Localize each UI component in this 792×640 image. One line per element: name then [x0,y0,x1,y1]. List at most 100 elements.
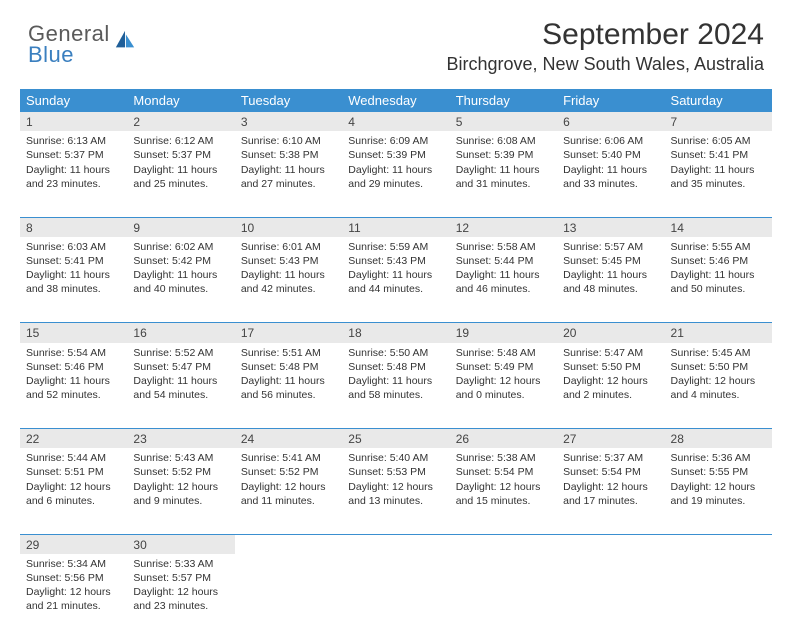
day-number: 29 [20,534,127,554]
sunrise-line: Sunrise: 6:06 AM [563,134,658,148]
sunrise-line: Sunrise: 5:37 AM [563,451,658,465]
sunrise-line: Sunrise: 5:40 AM [348,451,443,465]
day-number: 1 [20,112,127,131]
week-row: Sunrise: 6:03 AMSunset: 5:41 PMDaylight:… [20,237,772,323]
day-cell: Sunrise: 5:57 AMSunset: 5:45 PMDaylight:… [557,237,664,323]
day-cell: Sunrise: 5:45 AMSunset: 5:50 PMDaylight:… [665,343,772,429]
sunset-line: Sunset: 5:49 PM [456,360,551,374]
sunset-line: Sunset: 5:55 PM [671,465,766,479]
sunrise-line: Sunrise: 5:52 AM [133,346,228,360]
daylight-line: Daylight: 11 hours and 46 minutes. [456,268,551,296]
day-cell: Sunrise: 6:08 AMSunset: 5:39 PMDaylight:… [450,131,557,217]
sunrise-line: Sunrise: 5:44 AM [26,451,121,465]
day-cell: Sunrise: 6:06 AMSunset: 5:40 PMDaylight:… [557,131,664,217]
day-number: 25 [342,429,449,449]
day-cell: Sunrise: 5:50 AMSunset: 5:48 PMDaylight:… [342,343,449,429]
daylight-line: Daylight: 11 hours and 54 minutes. [133,374,228,402]
day-number: 16 [127,323,234,343]
daylight-line: Daylight: 11 hours and 52 minutes. [26,374,121,402]
daylight-line: Daylight: 12 hours and 0 minutes. [456,374,551,402]
sunset-line: Sunset: 5:56 PM [26,571,121,585]
day-number-row: 2930 [20,534,772,554]
sunset-line: Sunset: 5:37 PM [133,148,228,162]
sunrise-line: Sunrise: 5:59 AM [348,240,443,254]
sunset-line: Sunset: 5:38 PM [241,148,336,162]
day-number: 8 [20,217,127,237]
sunset-line: Sunset: 5:43 PM [348,254,443,268]
sunset-line: Sunset: 5:37 PM [26,148,121,162]
daylight-line: Daylight: 12 hours and 23 minutes. [133,585,228,613]
day-cell [342,554,449,640]
week-row: Sunrise: 6:13 AMSunset: 5:37 PMDaylight:… [20,131,772,217]
location-subtitle: Birchgrove, New South Wales, Australia [447,54,764,75]
daylight-line: Daylight: 12 hours and 21 minutes. [26,585,121,613]
day-number: 7 [665,112,772,131]
day-number [557,534,664,554]
sunrise-line: Sunrise: 6:08 AM [456,134,551,148]
sunset-line: Sunset: 5:48 PM [348,360,443,374]
day-number: 11 [342,217,449,237]
day-number-row: 22232425262728 [20,429,772,449]
day-number: 30 [127,534,234,554]
sunrise-line: Sunrise: 5:47 AM [563,346,658,360]
daylight-line: Daylight: 11 hours and 38 minutes. [26,268,121,296]
calendar-table: SundayMondayTuesdayWednesdayThursdayFrid… [20,89,772,640]
day-cell: Sunrise: 6:09 AMSunset: 5:39 PMDaylight:… [342,131,449,217]
sunrise-line: Sunrise: 6:13 AM [26,134,121,148]
sunrise-line: Sunrise: 6:10 AM [241,134,336,148]
day-cell [235,554,342,640]
sunset-line: Sunset: 5:50 PM [563,360,658,374]
sunrise-line: Sunrise: 6:01 AM [241,240,336,254]
daylight-line: Daylight: 11 hours and 48 minutes. [563,268,658,296]
sunset-line: Sunset: 5:46 PM [26,360,121,374]
day-cell: Sunrise: 6:05 AMSunset: 5:41 PMDaylight:… [665,131,772,217]
day-number: 5 [450,112,557,131]
brand-logo: General Blue [28,18,136,66]
day-cell: Sunrise: 5:58 AMSunset: 5:44 PMDaylight:… [450,237,557,323]
day-number: 26 [450,429,557,449]
sunset-line: Sunset: 5:45 PM [563,254,658,268]
day-cell: Sunrise: 6:10 AMSunset: 5:38 PMDaylight:… [235,131,342,217]
sunrise-line: Sunrise: 5:54 AM [26,346,121,360]
sunset-line: Sunset: 5:53 PM [348,465,443,479]
day-cell [557,554,664,640]
sunrise-line: Sunrise: 6:03 AM [26,240,121,254]
sunrise-line: Sunrise: 5:50 AM [348,346,443,360]
day-number: 21 [665,323,772,343]
daylight-line: Daylight: 12 hours and 11 minutes. [241,480,336,508]
daylight-line: Daylight: 12 hours and 17 minutes. [563,480,658,508]
day-cell: Sunrise: 5:33 AMSunset: 5:57 PMDaylight:… [127,554,234,640]
sunset-line: Sunset: 5:52 PM [241,465,336,479]
sunrise-line: Sunrise: 6:12 AM [133,134,228,148]
daylight-line: Daylight: 11 hours and 50 minutes. [671,268,766,296]
day-cell [665,554,772,640]
day-cell [450,554,557,640]
day-number-row: 891011121314 [20,217,772,237]
sunset-line: Sunset: 5:43 PM [241,254,336,268]
day-cell: Sunrise: 5:43 AMSunset: 5:52 PMDaylight:… [127,448,234,534]
sunset-line: Sunset: 5:54 PM [456,465,551,479]
day-cell: Sunrise: 5:37 AMSunset: 5:54 PMDaylight:… [557,448,664,534]
daylight-line: Daylight: 12 hours and 2 minutes. [563,374,658,402]
weekday-header: Wednesday [342,89,449,112]
sunset-line: Sunset: 5:42 PM [133,254,228,268]
day-number-row: 15161718192021 [20,323,772,343]
day-number: 3 [235,112,342,131]
sunrise-line: Sunrise: 5:41 AM [241,451,336,465]
sunrise-line: Sunrise: 5:45 AM [671,346,766,360]
day-number: 15 [20,323,127,343]
day-number: 6 [557,112,664,131]
sunrise-line: Sunrise: 5:57 AM [563,240,658,254]
daylight-line: Daylight: 12 hours and 4 minutes. [671,374,766,402]
month-title: September 2024 [447,18,764,52]
logo-sail-icon [114,29,136,51]
day-cell: Sunrise: 5:48 AMSunset: 5:49 PMDaylight:… [450,343,557,429]
day-cell: Sunrise: 6:02 AMSunset: 5:42 PMDaylight:… [127,237,234,323]
daylight-line: Daylight: 12 hours and 19 minutes. [671,480,766,508]
sunrise-line: Sunrise: 5:43 AM [133,451,228,465]
daylight-line: Daylight: 11 hours and 42 minutes. [241,268,336,296]
day-cell: Sunrise: 5:44 AMSunset: 5:51 PMDaylight:… [20,448,127,534]
day-number [342,534,449,554]
sunset-line: Sunset: 5:41 PM [671,148,766,162]
weekday-header: Tuesday [235,89,342,112]
